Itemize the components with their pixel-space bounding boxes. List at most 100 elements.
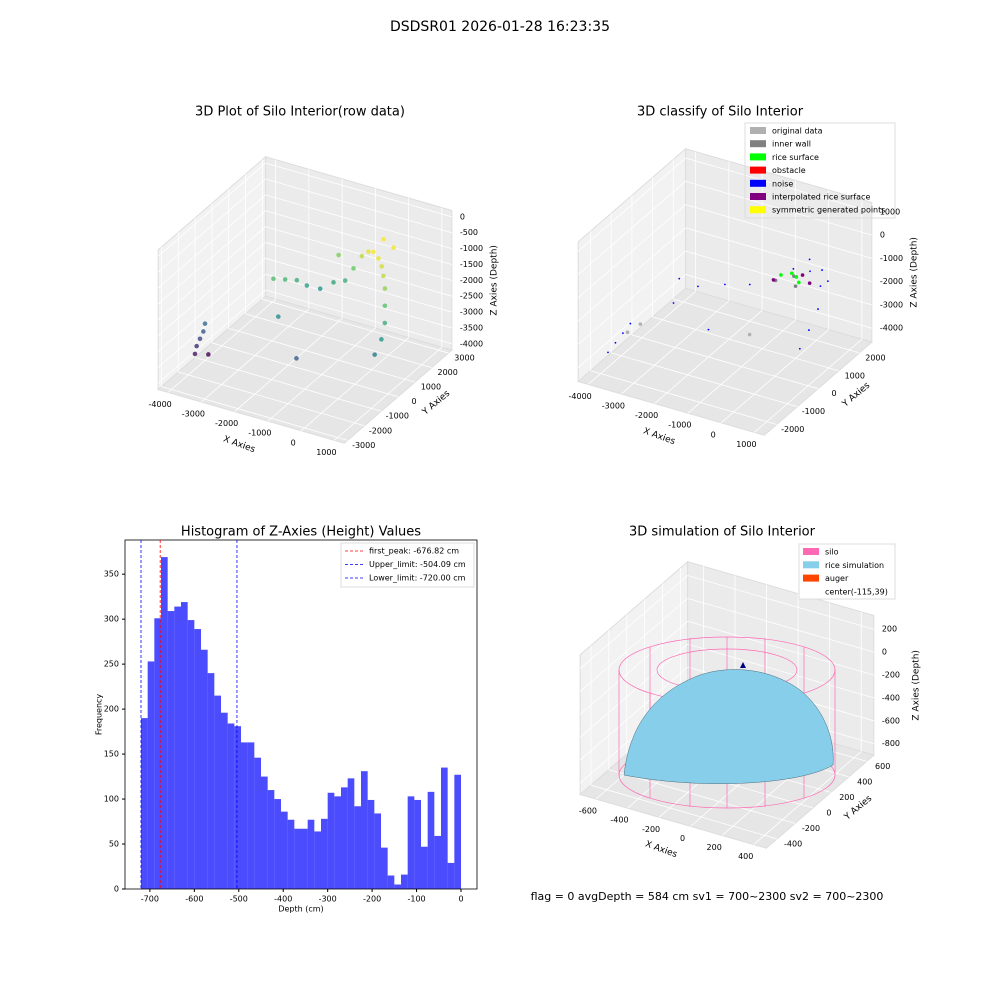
grid-line: [685, 250, 872, 306]
point: [672, 302, 675, 304]
y-tick-label: -400: [784, 839, 802, 848]
bar: [407, 796, 415, 889]
point: [807, 281, 812, 285]
z-tick-label: -1000: [460, 244, 483, 253]
x-tick-label: 400: [738, 852, 753, 861]
z-tick-label: -200: [882, 671, 900, 680]
z-tick-label: -2000: [460, 276, 483, 285]
x-tick-label: 0: [680, 834, 685, 843]
grid-line: [265, 273, 452, 329]
bar: [334, 796, 341, 889]
point: [748, 283, 751, 286]
point: [607, 351, 609, 354]
point: [808, 258, 811, 261]
point: [282, 277, 288, 282]
bar: [267, 790, 275, 889]
legend-patch: [803, 548, 819, 555]
grid-line: [157, 273, 266, 368]
legend-patch: [750, 166, 766, 174]
bar: [294, 828, 301, 889]
point: [382, 303, 388, 309]
legend-frame: [744, 122, 896, 219]
z-tick-label: 0: [882, 648, 887, 657]
auger: [740, 662, 746, 668]
z-tick-label: 1000: [880, 207, 900, 216]
point: [707, 328, 710, 331]
x-tick-label: -300: [319, 895, 337, 904]
status-text: flag = 0 avgDepth = 584 cm sv1 = 700~230…: [531, 890, 884, 903]
bar: [314, 831, 321, 889]
legend-patch: [803, 574, 819, 582]
y-tick-label: 0: [412, 397, 417, 406]
legend-patch: [803, 561, 819, 569]
grid-line: [673, 298, 860, 354]
bar: [207, 673, 215, 889]
point: [800, 273, 805, 277]
bar: [227, 723, 235, 889]
bar: [287, 819, 295, 889]
x-tick-label: -1000: [668, 421, 691, 430]
point: [817, 308, 819, 310]
legend-patch: [750, 140, 766, 148]
bar: [194, 629, 201, 889]
point: [826, 280, 829, 283]
x-axis-label: X Axies: [644, 839, 679, 860]
z-tick-label: -4000: [460, 339, 483, 348]
point: [294, 277, 300, 283]
legend-label: interpolated rice surface: [772, 193, 870, 202]
bar: [421, 846, 428, 889]
z-tick-label: -1500: [460, 260, 483, 269]
point: [798, 347, 801, 350]
point: [792, 267, 795, 270]
point: [206, 352, 211, 357]
y-tick-label: 100: [104, 795, 119, 804]
point: [294, 356, 299, 361]
z-tick-label: 0: [880, 231, 885, 240]
y-tick-label: -1000: [386, 412, 409, 421]
x-tick-label: -400: [274, 895, 292, 904]
bar: [427, 791, 435, 889]
bar: [141, 718, 148, 889]
x-tick-label: -3000: [602, 401, 625, 410]
grid-line: [753, 751, 862, 845]
x-tick-label: 1000: [316, 448, 336, 457]
x-tick-label: -700: [141, 895, 159, 904]
grid-line: [577, 250, 686, 345]
bar: [447, 862, 455, 889]
grid-line: [590, 784, 778, 840]
point: [381, 273, 386, 279]
y-tick-label: 400: [857, 777, 872, 786]
bar: [454, 774, 461, 889]
point: [192, 351, 198, 357]
x-tick-label: -600: [185, 895, 203, 904]
grid-line: [265, 194, 452, 249]
bar: [307, 819, 315, 889]
x-tick-label: -4000: [569, 392, 592, 401]
x-tick-label: -3000: [182, 409, 205, 418]
x-tick-label: -2000: [215, 419, 238, 428]
bar: [254, 757, 261, 889]
point: [697, 285, 699, 288]
grid-line: [161, 386, 348, 441]
x-tick-label: 0: [458, 895, 463, 904]
grid-line: [631, 334, 819, 390]
grid-line: [157, 289, 266, 384]
point: [336, 252, 341, 258]
legend-patch: [750, 206, 766, 214]
x-tick-label: -400: [610, 816, 628, 825]
bar: [234, 726, 241, 889]
grid-line: [685, 180, 872, 236]
z-tick-label: -3000: [880, 300, 903, 309]
point: [379, 264, 385, 269]
grid-line: [228, 328, 416, 383]
y-tick-label: 3000: [454, 354, 474, 363]
point: [808, 329, 810, 331]
legend-label: auger: [825, 574, 849, 583]
bar: [414, 799, 421, 889]
y-tick-label: 250: [104, 660, 119, 669]
point: [622, 332, 624, 335]
y-tick-label: 1000: [421, 383, 441, 392]
grid-line: [579, 620, 688, 715]
point: [271, 276, 276, 282]
